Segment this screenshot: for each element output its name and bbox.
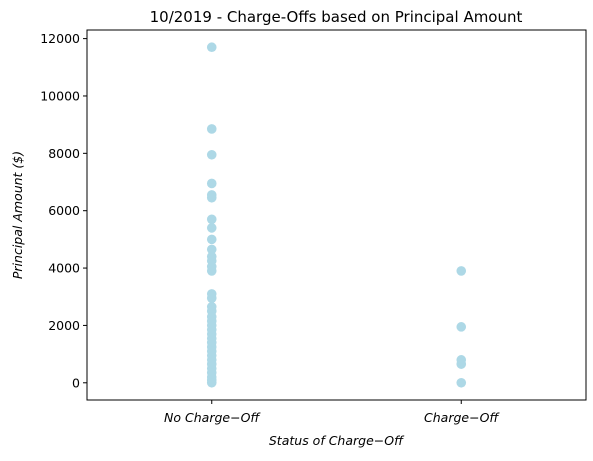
y-tick-label: 10000: [40, 88, 80, 103]
scatter-point: [206, 266, 217, 276]
scatter-point: [206, 124, 217, 134]
scatter-point: [206, 293, 217, 303]
scatter-point: [206, 42, 217, 53]
x-axis-label: Status of Charge−Off: [269, 433, 405, 448]
scatter-point: [206, 149, 217, 160]
x-axis: No Charge−Off Charge−Off: [164, 400, 500, 425]
scatter-point: [206, 223, 217, 233]
scatter-point: [206, 377, 217, 388]
scatter-point: [206, 234, 217, 245]
scatter-point: [456, 359, 467, 369]
scatter-point: [456, 377, 467, 388]
y-axis: 0 2000 4000 6000 8000 10000 12000: [40, 31, 87, 390]
y-tick-label: 0: [72, 375, 80, 390]
y-tick-label: 4000: [48, 261, 80, 276]
y-tick-label: 2000: [48, 318, 80, 333]
plot-area: [86, 29, 587, 401]
y-tick-label: 8000: [48, 146, 80, 161]
y-tick-label: 6000: [48, 203, 80, 218]
scatter-point: [206, 178, 217, 189]
scatter-point: [206, 214, 217, 225]
scatter-point: [206, 244, 217, 255]
scatter-point: [456, 266, 467, 276]
data-points: [206, 42, 467, 388]
x-tick-label: Charge−Off: [424, 410, 500, 425]
chart-title: 10/2019 - Charge-Offs based on Principal…: [150, 8, 523, 26]
y-tick-label: 12000: [40, 31, 80, 46]
scatter-point: [206, 192, 217, 203]
scatter-point: [456, 322, 467, 332]
x-tick-label: No Charge−Off: [164, 410, 261, 425]
y-axis-label: Principal Amount ($): [10, 151, 25, 279]
